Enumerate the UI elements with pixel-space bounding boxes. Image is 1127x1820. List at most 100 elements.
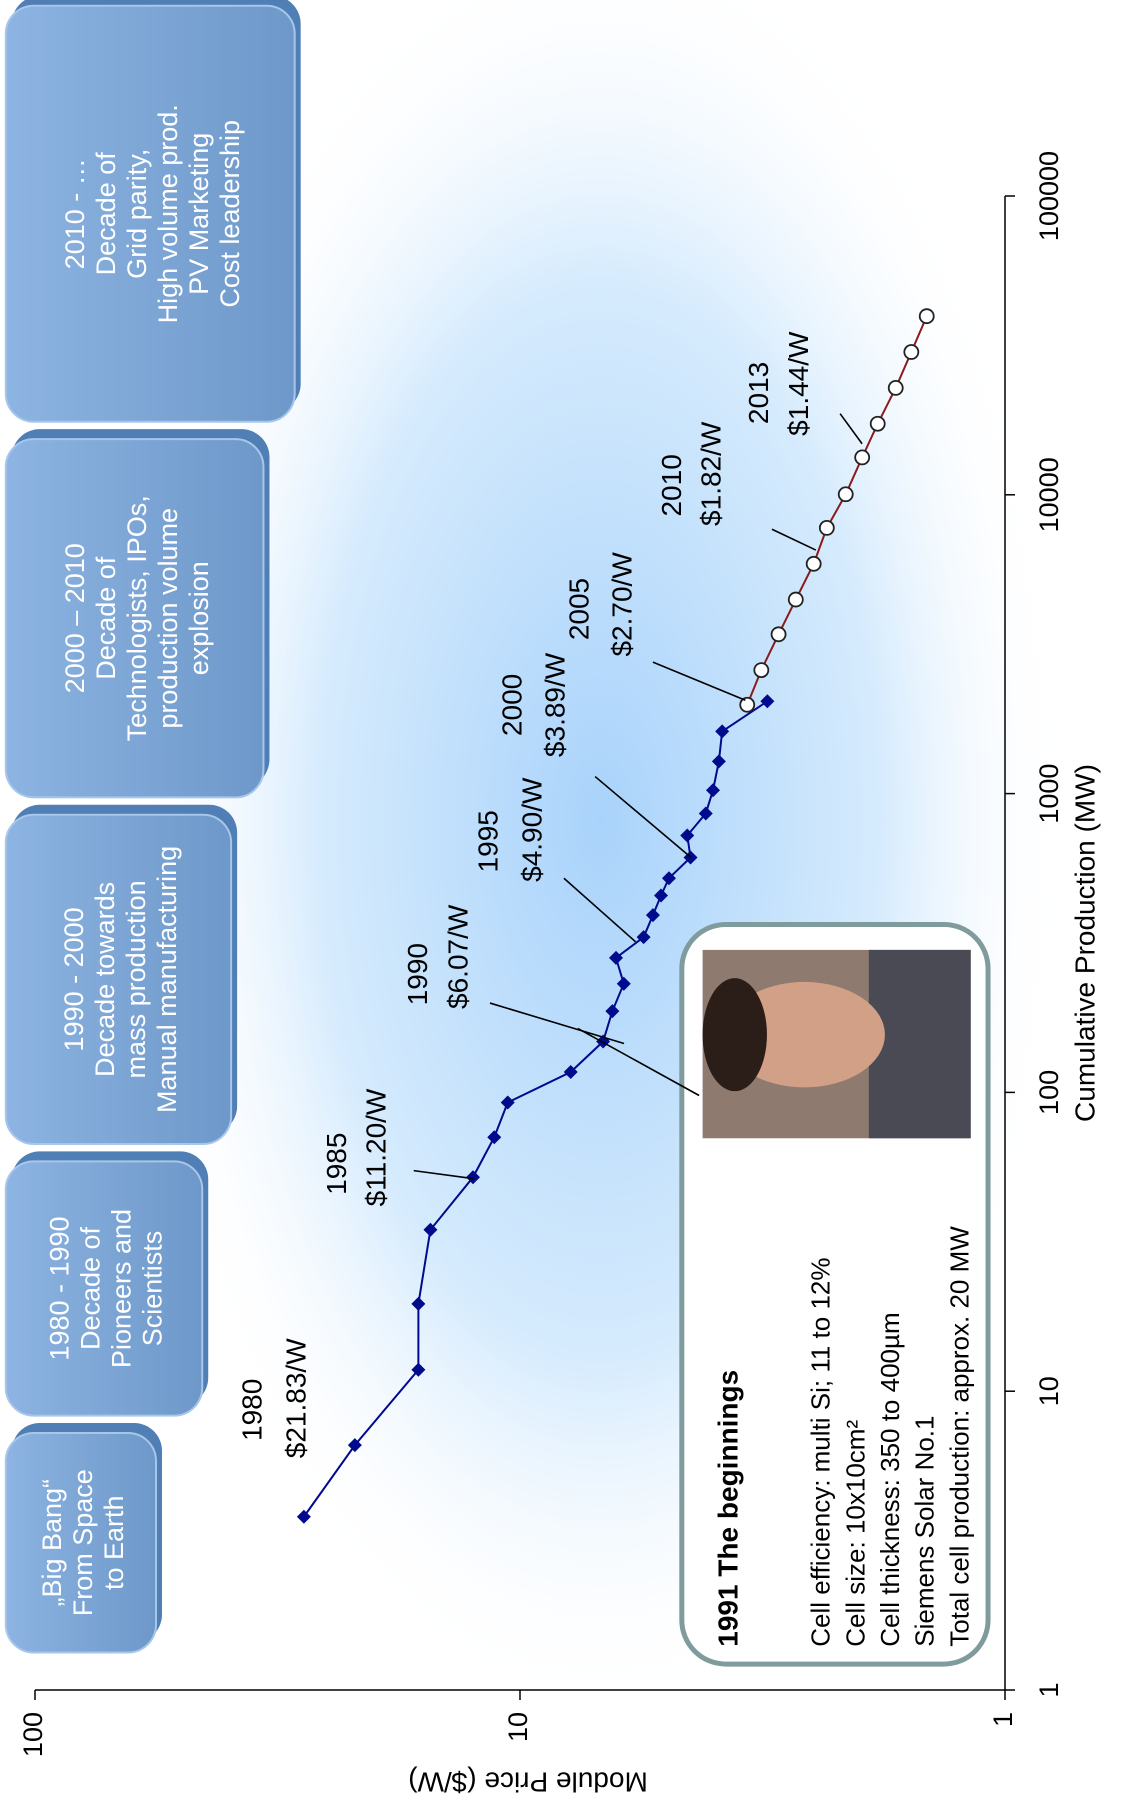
era-text: Scientists <box>138 1231 168 1347</box>
era-text: Manual manufacturing <box>152 846 182 1113</box>
era-text: 1990 - 2000 <box>59 907 89 1051</box>
y-axis-label: Module Price ($/W) <box>408 1767 648 1798</box>
circle-marker <box>753 662 770 679</box>
era-box <box>4 1431 158 1654</box>
era-text: to Earth <box>99 1495 129 1590</box>
y-tick-label: 1 <box>988 1712 1018 1727</box>
era-text: Technologists, IPOs, <box>122 495 152 741</box>
diamond-marker <box>636 930 651 945</box>
leader-line <box>577 1027 700 1097</box>
info-line: Total cell production: approx. 20 MW <box>944 1226 974 1647</box>
annotation-year: 2000 <box>497 674 528 736</box>
leader-line <box>594 775 692 859</box>
info-line: Siemens Solar No.1 <box>910 1415 940 1646</box>
era-box <box>4 1160 204 1417</box>
leader-line <box>652 661 746 702</box>
diamond-marker <box>563 1065 578 1080</box>
photo-face <box>724 981 885 1088</box>
era-text: High volume prod. <box>153 104 183 323</box>
annotation-year: 1990 <box>402 943 433 1005</box>
x-tick-label: 100 <box>1034 1070 1064 1115</box>
circle-marker <box>869 415 886 432</box>
era-text: „Big Bang“ <box>37 1479 67 1607</box>
diamond-marker <box>616 976 631 991</box>
annotation-price: $1.44/W <box>783 331 814 436</box>
annotation-price: $4.90/W <box>516 777 547 882</box>
era-text: Decade of <box>91 556 121 680</box>
era-text: Decade towards <box>90 882 120 1077</box>
annotation-price: $3.89/W <box>539 652 570 757</box>
leader-line <box>489 1002 625 1045</box>
diamond-marker <box>423 1222 438 1237</box>
leader-line <box>413 1169 474 1180</box>
era-text: Grid parity, <box>122 149 152 279</box>
era-text: 2010 - … <box>60 158 90 269</box>
photo-jacket <box>868 949 971 1139</box>
circle-marker <box>739 696 756 713</box>
y-tick-label: 10 <box>503 1712 533 1742</box>
era-text: Cost leadership <box>215 120 245 308</box>
info-line: Cell size: 10x10cm² <box>840 1420 870 1647</box>
circle-marker <box>918 308 935 325</box>
era-text: mass production <box>121 880 151 1078</box>
diamond-marker <box>661 871 676 886</box>
era-text: Decade of <box>91 152 121 276</box>
era-box <box>4 438 265 799</box>
annotation-price: $11.20/W <box>360 1088 391 1206</box>
annotation-year: 1980 <box>237 1379 268 1441</box>
diamond-marker <box>500 1095 515 1110</box>
diamond-marker <box>411 1362 426 1377</box>
era-text: 1980 - 1990 <box>45 1216 75 1360</box>
diamond-marker <box>711 754 726 769</box>
circle-marker <box>770 626 787 643</box>
era-text: Pioneers and <box>107 1209 137 1368</box>
annotation-price: $2.70/W <box>606 552 637 657</box>
annotation-year: 2010 <box>656 454 687 516</box>
annotation-price: $1.82/W <box>695 421 726 526</box>
diamond-marker <box>760 694 775 709</box>
annotation-price: $21.83/W <box>281 1338 312 1458</box>
era-text: 2000 – 2010 <box>60 543 90 693</box>
leader-line <box>839 413 863 445</box>
era-text: PV Marketing <box>184 133 214 295</box>
diamond-marker <box>347 1438 362 1453</box>
x-tick-label: 1000 <box>1034 764 1064 824</box>
diamond-marker <box>706 783 721 798</box>
circle-marker <box>854 449 871 466</box>
leader-line <box>563 877 637 943</box>
info-line: Cell thickness: 350 to 400µm <box>875 1312 905 1646</box>
diamond-marker <box>411 1296 426 1311</box>
era-box <box>4 813 233 1146</box>
x-tick-label: 1 <box>1034 1682 1064 1697</box>
leader-line <box>771 528 817 551</box>
era-text: production volume <box>153 508 183 729</box>
diamond-marker <box>608 950 623 965</box>
info-title: 1991 The beginnings <box>713 1370 744 1647</box>
diamond-marker <box>698 806 713 821</box>
circle-marker <box>887 380 904 396</box>
annotation-year: 1985 <box>321 1133 352 1195</box>
era-text: explosion <box>184 561 214 675</box>
diamond-marker <box>715 724 730 739</box>
x-tick-label: 10 <box>1034 1376 1064 1406</box>
annotation-price: $6.07/W <box>442 904 473 1009</box>
circle-marker <box>805 555 822 572</box>
diamond-marker <box>605 1004 620 1019</box>
annotation-year: 2013 <box>743 362 774 424</box>
era-text: Decade of <box>76 1226 106 1350</box>
era-box <box>4 4 296 423</box>
diamond-marker <box>654 888 669 903</box>
x-axis-label: Cumulative Production (MW) <box>1069 764 1100 1122</box>
photo-hair <box>702 978 767 1092</box>
diamond-marker <box>296 1509 311 1524</box>
diamond-marker <box>487 1130 502 1145</box>
circle-marker <box>903 344 920 360</box>
info-line: Cell efficiency: multi Si; 11 to 12% <box>806 1258 836 1647</box>
y-tick-label: 100 <box>18 1712 48 1757</box>
annotation-year: 2005 <box>564 578 595 640</box>
annotation-year: 1995 <box>472 810 503 872</box>
circle-marker <box>818 519 835 536</box>
x-tick-label: 10000 <box>1034 457 1064 532</box>
